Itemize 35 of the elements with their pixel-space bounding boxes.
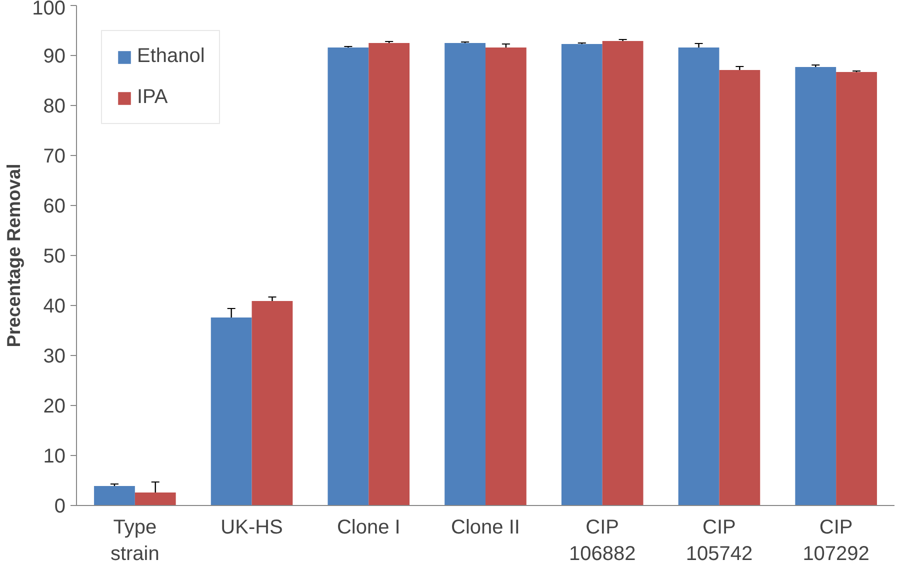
x-tick-label: CIP 107292 bbox=[802, 516, 870, 565]
y-tick-label: 10 bbox=[43, 446, 66, 468]
bar bbox=[210, 318, 252, 506]
bar bbox=[836, 72, 877, 506]
y-tick-label: 60 bbox=[43, 196, 66, 218]
y-tick-label: 50 bbox=[43, 246, 66, 268]
bar bbox=[561, 44, 602, 506]
bar bbox=[719, 70, 760, 506]
y-tick-label: 80 bbox=[43, 96, 66, 118]
x-tick-label: CIP 105742 bbox=[686, 516, 753, 565]
x-tick-label: Clone I bbox=[336, 516, 400, 538]
x-tick-label: UK-HS bbox=[220, 516, 283, 538]
bar bbox=[602, 41, 644, 506]
bar bbox=[678, 48, 720, 506]
x-tick-label: Clone II bbox=[451, 516, 520, 538]
y-tick-label: 40 bbox=[43, 296, 66, 318]
bar bbox=[444, 43, 486, 506]
bar bbox=[134, 492, 176, 506]
x-tick-label: CIP 106882 bbox=[568, 516, 636, 565]
bar bbox=[94, 486, 135, 506]
legend-label: Ethanol bbox=[137, 45, 205, 68]
bar bbox=[486, 48, 526, 506]
bar bbox=[252, 301, 293, 506]
bar bbox=[795, 67, 836, 506]
y-tick-label: 100 bbox=[32, 0, 66, 20]
x-tick-label: Type strain bbox=[110, 516, 160, 565]
y-axis-title: Precentage Removal bbox=[3, 164, 24, 348]
bar bbox=[368, 43, 410, 506]
y-tick-label: 30 bbox=[43, 346, 66, 368]
y-tick-label: 20 bbox=[43, 396, 66, 418]
bar bbox=[328, 48, 369, 506]
y-tick-label: 0 bbox=[54, 496, 66, 518]
legend-label: IPA bbox=[137, 86, 168, 109]
y-tick-label: 90 bbox=[43, 46, 66, 68]
y-tick-label: 70 bbox=[43, 146, 66, 168]
